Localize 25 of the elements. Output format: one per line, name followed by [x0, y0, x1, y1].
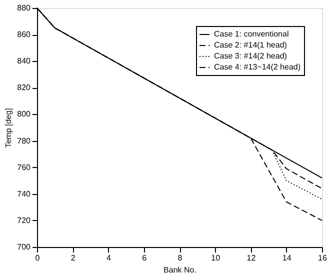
x-tick-label: 16 — [318, 254, 328, 262]
legend-label: Case 1: conventional — [214, 30, 289, 38]
x-tick-label: 6 — [142, 254, 148, 262]
x-tick-label: 4 — [106, 254, 112, 262]
y-tick-label: 740 — [17, 189, 32, 198]
x-tick-label: 12 — [246, 254, 256, 262]
y-tick-label: 780 — [17, 136, 32, 146]
y-tick-label: 820 — [17, 83, 32, 92]
legend-label: Case 4: #13~14(2 head) — [214, 62, 301, 72]
y-tick-label: 760 — [17, 162, 32, 172]
x-tick-label: 14 — [282, 254, 292, 262]
legend-label: Case 3: #14(2 head) — [214, 52, 288, 60]
x-axis-title: Bank No. — [164, 266, 196, 274]
y-axis-title: Temp [deg] — [4, 108, 14, 148]
y-tick-label: 860 — [17, 30, 32, 40]
y-tick-label: 720 — [17, 216, 32, 225]
y-tick-label: 700 — [17, 242, 32, 252]
y-tick-label: 840 — [17, 56, 32, 66]
y-tick-label: 880 — [17, 4, 32, 12]
x-tick-label: 8 — [178, 254, 183, 262]
x-tick-label: 10 — [211, 254, 221, 262]
y-tick-label: 800 — [17, 110, 32, 119]
x-tick-label: 2 — [70, 254, 76, 262]
x-tick-label: 0 — [35, 254, 40, 262]
legend-label: Case 2: #14(1 head) — [214, 40, 288, 50]
